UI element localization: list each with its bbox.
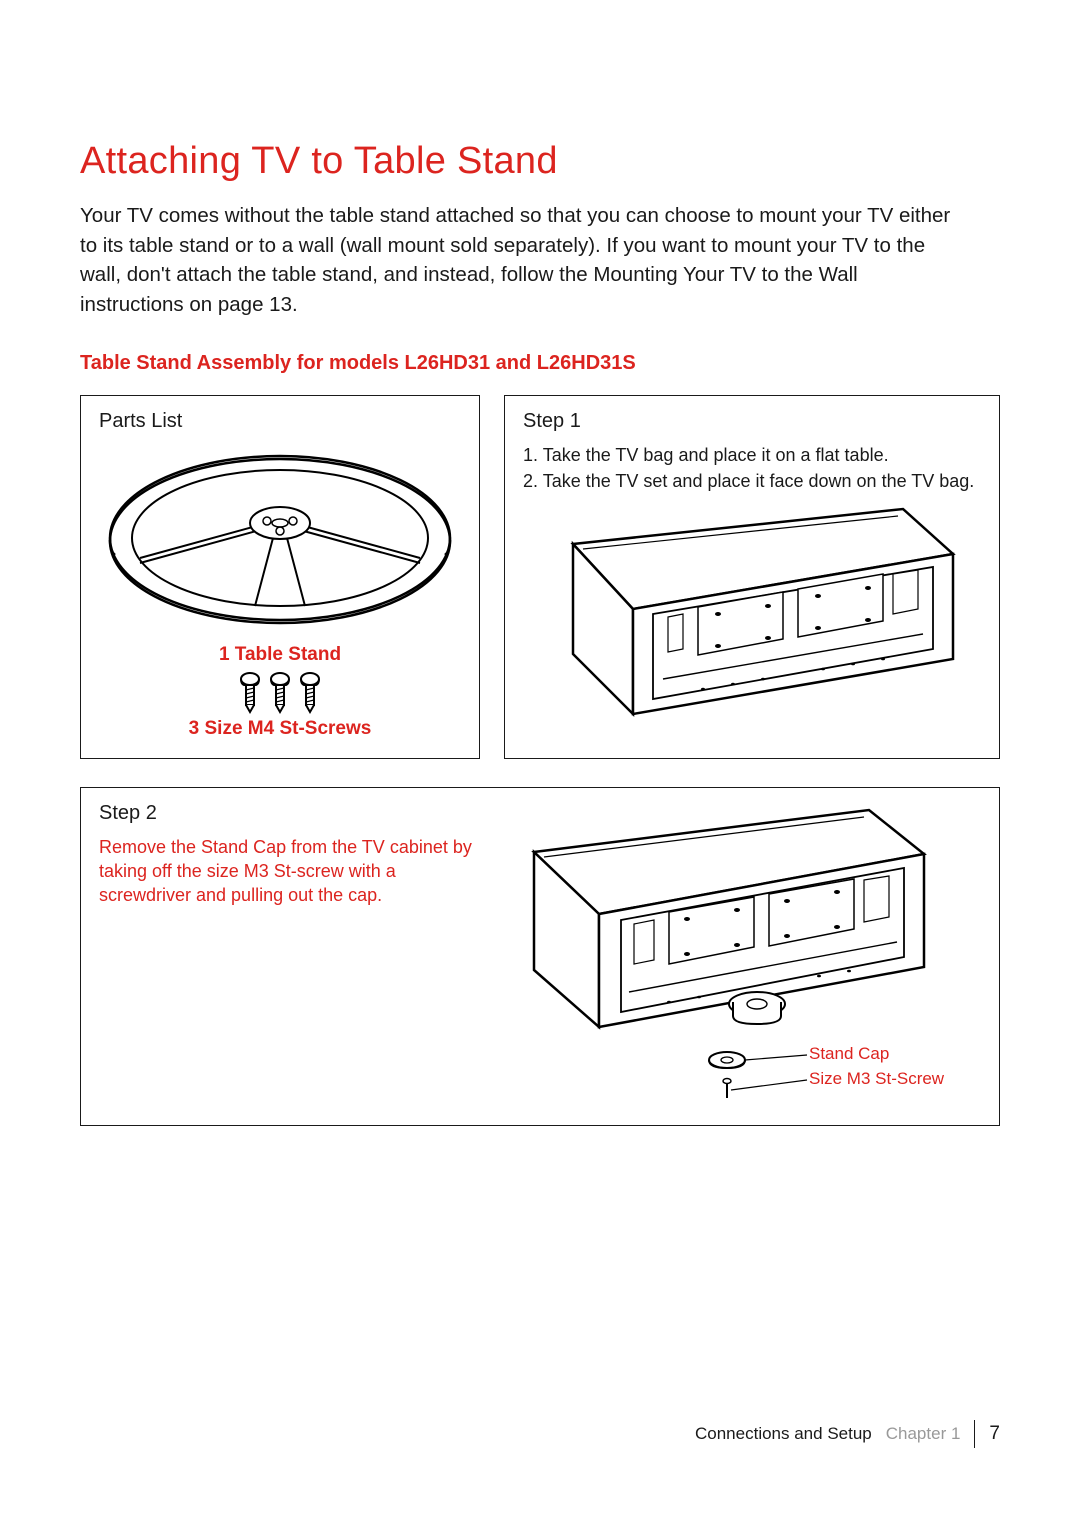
page-footer: Connections and Setup Chapter 1 7: [695, 1420, 1000, 1448]
footer-page-number: 7: [989, 1423, 1000, 1445]
footer-section: Connections and Setup: [695, 1424, 872, 1444]
step2-heading: Step 2: [99, 802, 489, 825]
m3-screw-annotation: Size M3 St-Screw: [809, 1069, 944, 1089]
step1-box: Step 1 1. Take the TV bag and place it o…: [504, 395, 1000, 759]
assembly-subtitle: Table Stand Assembly for models L26HD31 …: [80, 352, 1000, 375]
screws-label: 3 Size M4 St-Screws: [99, 718, 461, 740]
step1-item: 1. Take the TV bag and place it on a fla…: [523, 443, 981, 467]
parts-list-box: Parts List: [80, 395, 480, 759]
parts-list-heading: Parts List: [99, 410, 461, 433]
tv-facedown-illustration: [523, 499, 963, 724]
footer-chapter: Chapter 1: [886, 1424, 961, 1444]
screws-illustration: [99, 672, 461, 714]
step1-heading: Step 1: [523, 410, 981, 433]
page-title: Attaching TV to Table Stand: [80, 140, 1000, 183]
intro-paragraph: Your TV comes without the table stand at…: [80, 201, 960, 320]
step2-instruction: Remove the Stand Cap from the TV cabinet…: [99, 835, 489, 908]
table-stand-illustration: [105, 443, 455, 638]
table-stand-label: 1 Table Stand: [99, 644, 461, 666]
stand-cap-annotation: Stand Cap: [809, 1044, 889, 1064]
step1-list: 1. Take the TV bag and place it on a fla…: [523, 443, 981, 494]
step1-item: 2. Take the TV set and place it face dow…: [523, 469, 981, 493]
tv-standcap-illustration: [509, 802, 979, 1102]
footer-divider: [974, 1420, 975, 1448]
step2-box: Step 2 Remove the Stand Cap from the TV …: [80, 787, 1000, 1126]
